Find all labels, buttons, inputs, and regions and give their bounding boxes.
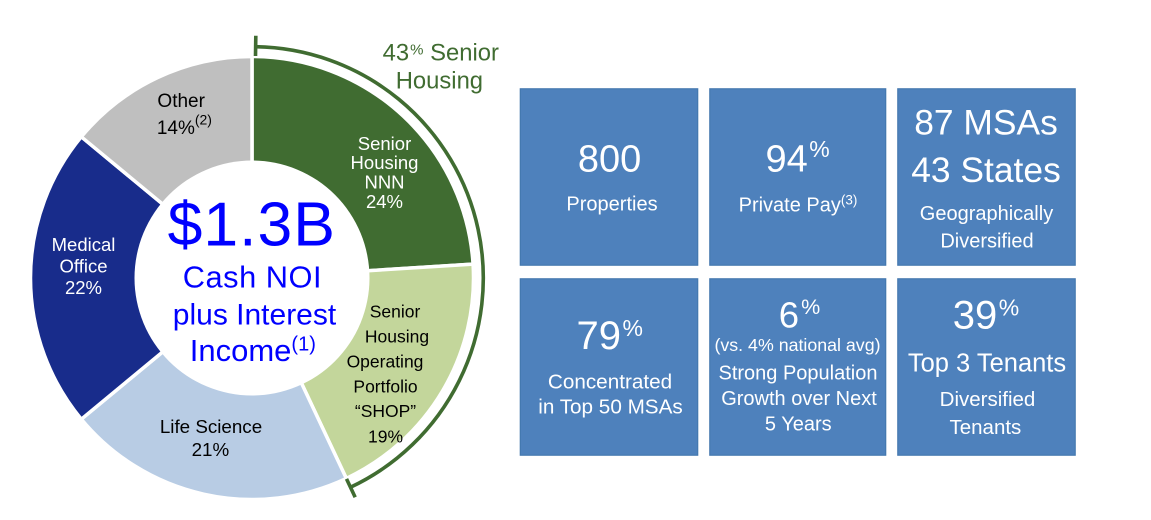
svg-text:Diversified: Diversified — [940, 388, 1036, 411]
svg-text:Properties: Properties — [566, 193, 657, 215]
svg-text:Housing: Housing — [365, 326, 429, 346]
svg-text:Tenants: Tenants — [949, 416, 1021, 439]
svg-text:19%: 19% — [368, 427, 403, 447]
svg-text:(vs. 4% national avg): (vs. 4% national avg) — [714, 335, 880, 355]
svg-text:Housing: Housing — [351, 152, 419, 173]
svg-text:800: 800 — [578, 139, 641, 181]
svg-text:Office: Office — [60, 256, 108, 277]
svg-text:Operating: Operating — [347, 352, 424, 372]
svg-text:Concentrated: Concentrated — [548, 371, 672, 394]
svg-text:5 Years: 5 Years — [765, 414, 832, 436]
svg-text:Senior: Senior — [358, 133, 411, 154]
svg-text:NNN: NNN — [364, 172, 404, 193]
svg-text:Portfolio: Portfolio — [353, 377, 417, 397]
svg-text:$1.3B: $1.3B — [168, 190, 336, 260]
svg-text:Geographically: Geographically — [920, 203, 1053, 225]
svg-text:“SHOP”: “SHOP” — [355, 401, 416, 421]
svg-text:Housing: Housing — [396, 68, 483, 95]
svg-text:plus Interest: plus Interest — [173, 299, 337, 332]
svg-text:Cash NOI: Cash NOI — [183, 260, 322, 295]
svg-text:Top 3 Tenants: Top 3 Tenants — [908, 350, 1066, 378]
svg-text:Senior: Senior — [370, 302, 421, 322]
svg-text:Growth over Next: Growth over Next — [721, 388, 877, 410]
svg-text:in Top 50 MSAs: in Top 50 MSAs — [538, 396, 683, 419]
svg-text:24%: 24% — [366, 191, 403, 212]
svg-text:Private Pay(3): Private Pay(3) — [739, 192, 858, 216]
svg-text:43% Senior: 43% Senior — [383, 39, 499, 66]
svg-text:Medical: Medical — [52, 234, 116, 255]
svg-text:Strong Population: Strong Population — [718, 363, 877, 385]
svg-text:22%: 22% — [65, 277, 102, 298]
svg-text:43 States: 43 States — [911, 150, 1061, 190]
svg-text:21%: 21% — [192, 439, 230, 460]
svg-text:79%: 79% — [576, 314, 642, 358]
svg-text:87 MSAs: 87 MSAs — [914, 103, 1058, 143]
svg-text:Other: Other — [157, 91, 205, 112]
svg-text:Life Science: Life Science — [160, 416, 262, 437]
svg-text:Diversified: Diversified — [940, 231, 1033, 253]
